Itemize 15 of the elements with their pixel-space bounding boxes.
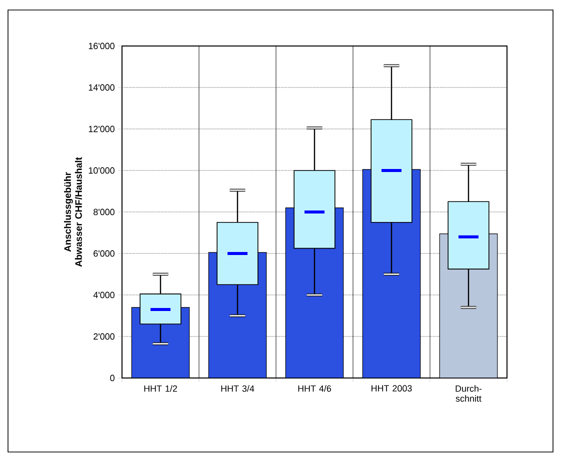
x-tick-label: Durch-schnitt <box>456 385 482 402</box>
y-tick-label: 8'000 <box>94 208 114 216</box>
x-tick-label: HHT 4/6 <box>298 385 332 392</box>
x-tick-label: HHT 1/2 <box>144 385 177 392</box>
y-tick-label: 14'000 <box>88 84 114 91</box>
y-tick-label: 6'000 <box>94 250 114 257</box>
x-tick-label: HHT 3/4 <box>221 385 254 392</box>
x-tick-label: HHT 2003 <box>372 385 412 392</box>
y-tick-label: 16'000 <box>88 42 114 50</box>
y-tick-label: 4'000 <box>93 292 114 298</box>
y-tick-label: 0 <box>110 374 114 382</box>
y-tick-label: 12'000 <box>88 126 114 132</box>
y-tick-label: 10'000 <box>88 167 114 174</box>
y-axis-title: Anschlussgebühr Abwasser CHF/Haushalt <box>64 157 82 267</box>
y-tick-label: 2'000 <box>94 333 114 340</box>
